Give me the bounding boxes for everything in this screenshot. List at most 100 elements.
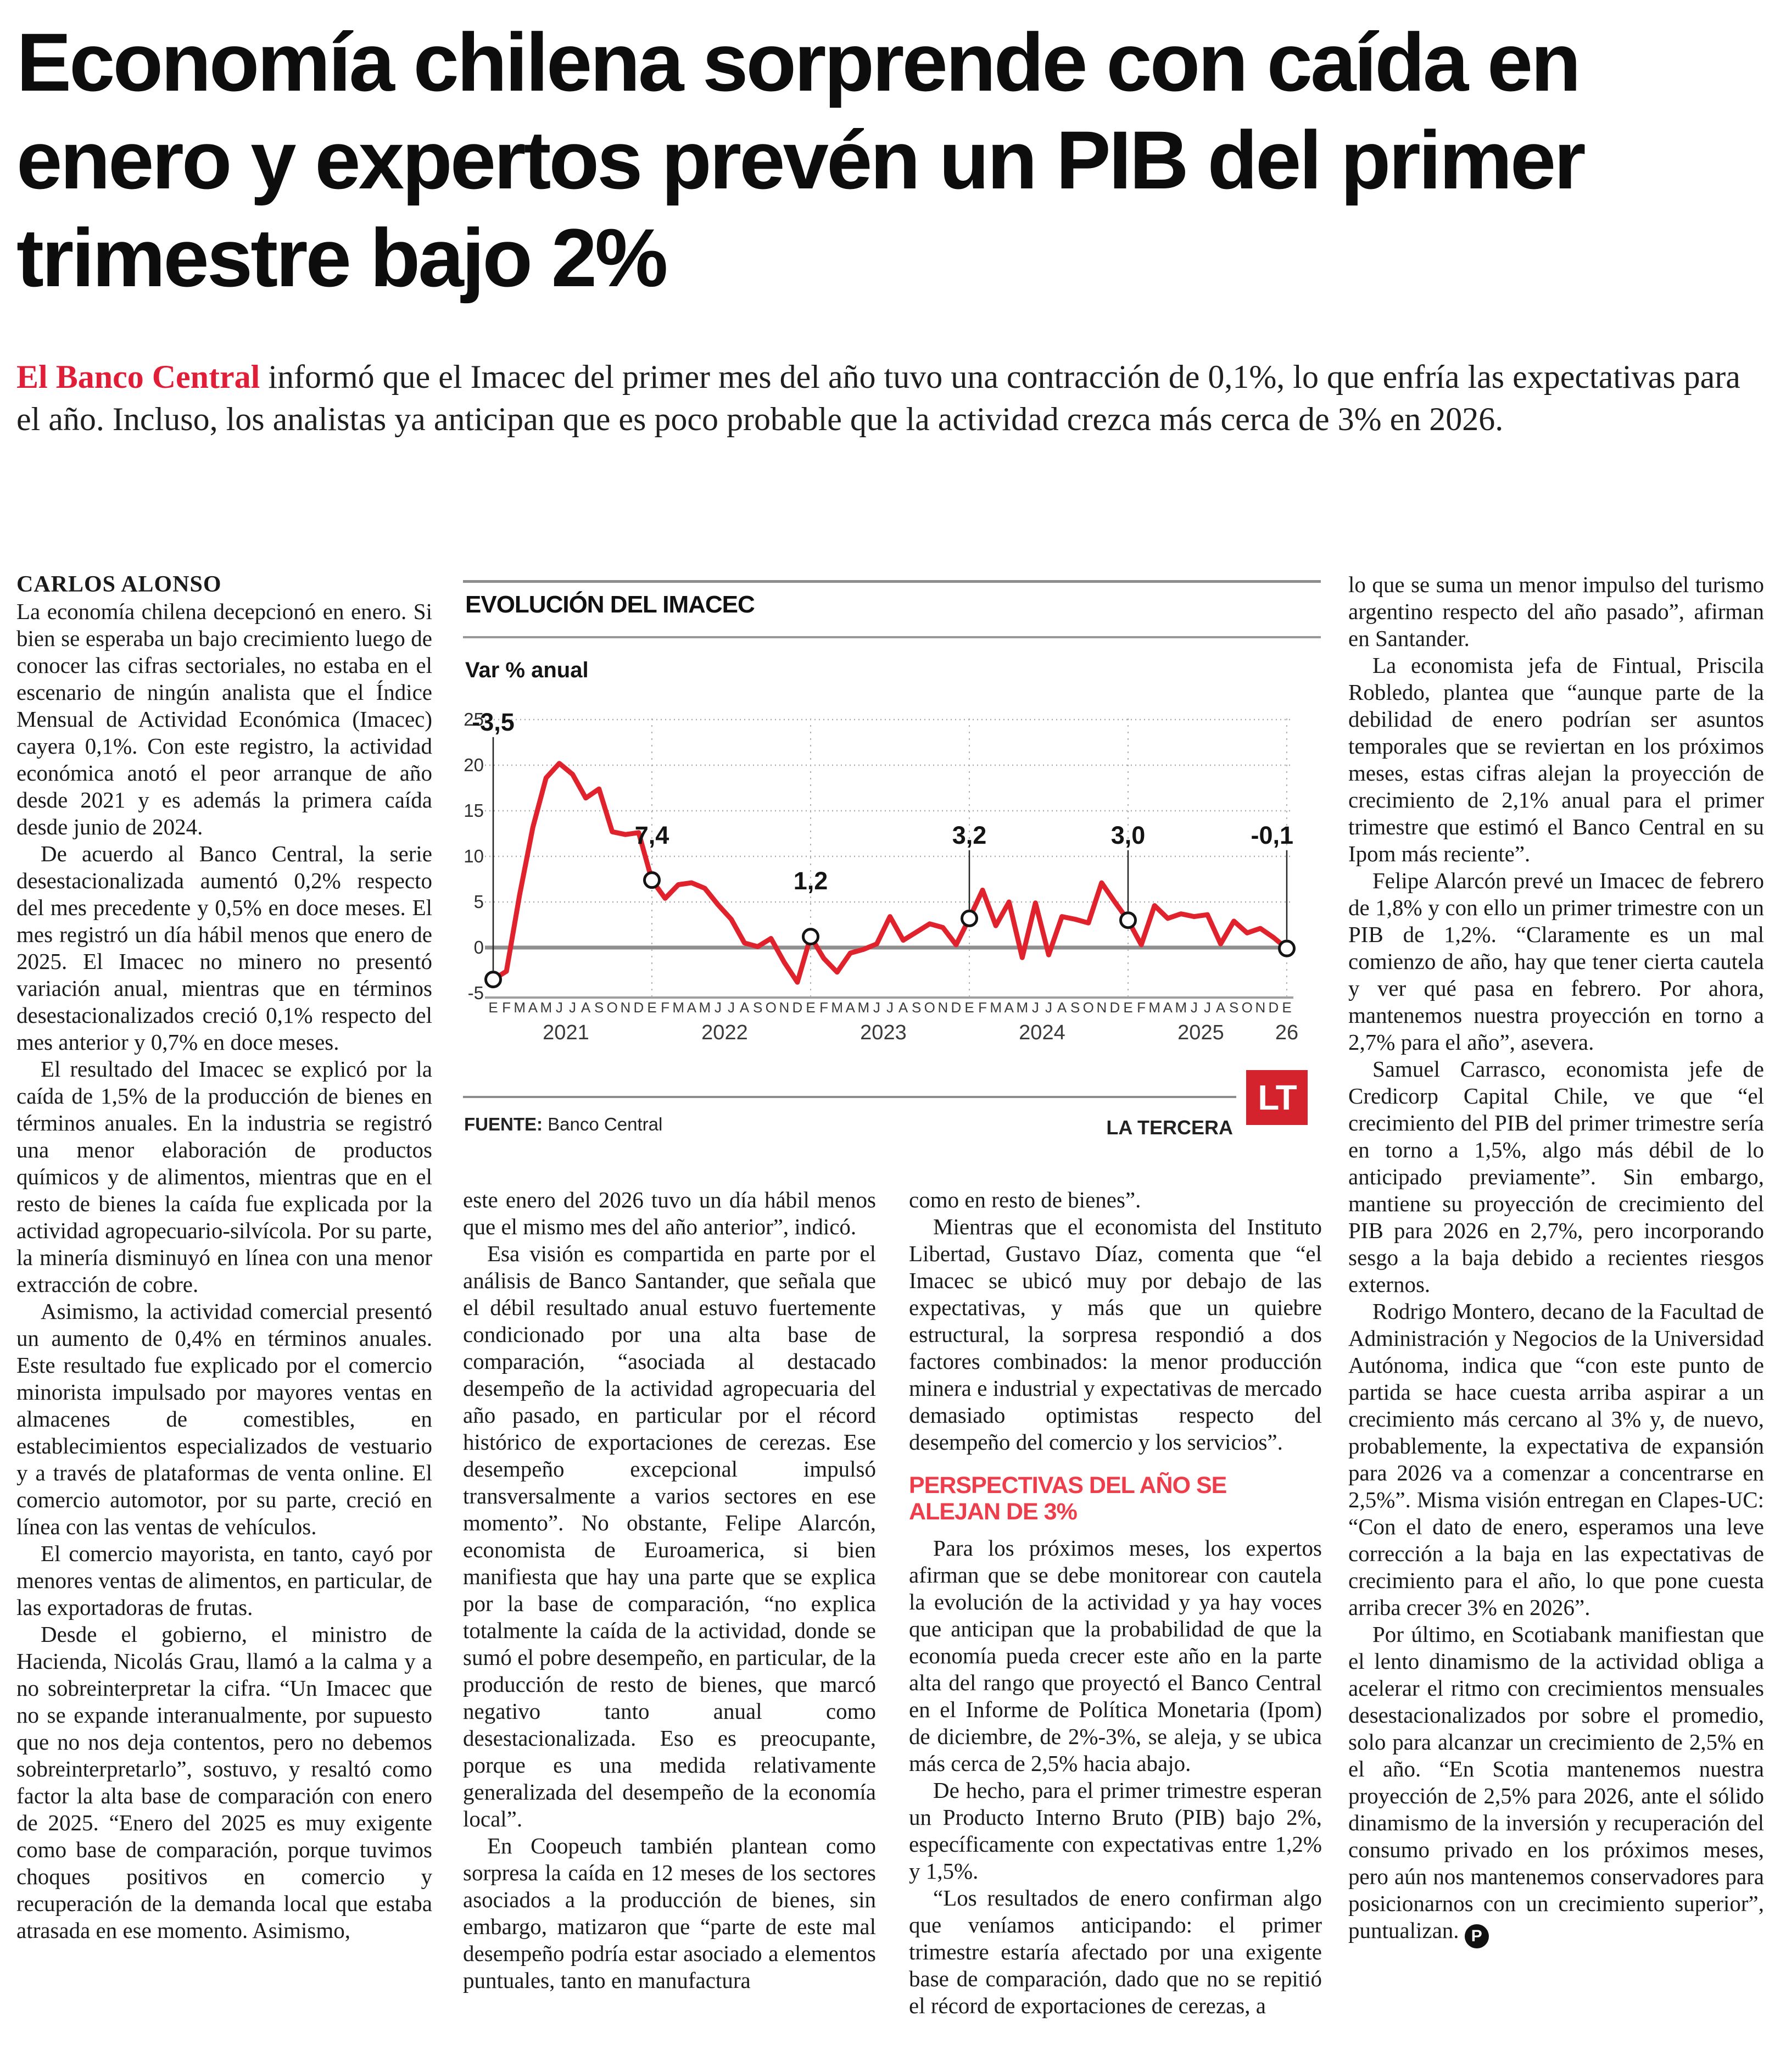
svg-text:E: E (488, 999, 498, 1016)
lede-text: informó que el Imacec del primer mes del… (16, 359, 1740, 437)
svg-text:E: E (964, 999, 974, 1016)
svg-text:E: E (1282, 999, 1291, 1016)
paragraph: La economía chilena decepcionó en enero.… (16, 599, 432, 839)
svg-text:F: F (661, 999, 669, 1016)
svg-text:F: F (819, 999, 828, 1016)
svg-text:S: S (753, 999, 762, 1016)
svg-text:J: J (728, 999, 735, 1016)
chart-source-rule (463, 1096, 1236, 1098)
svg-text:E: E (806, 999, 815, 1016)
svg-text:J: J (1032, 999, 1039, 1016)
svg-text:D: D (1110, 999, 1120, 1016)
svg-text:E: E (647, 999, 656, 1016)
svg-text:A: A (1216, 999, 1226, 1016)
chart-credit: LA TERCERA (1106, 1116, 1233, 1139)
svg-text:A: A (687, 999, 697, 1016)
lede-highlight: El Banco Central (16, 359, 260, 395)
headline: Economía chilena sorprende con caída en … (16, 16, 1586, 304)
svg-text:A: A (1004, 999, 1014, 1016)
svg-text:N: N (779, 999, 789, 1016)
svg-text:2023: 2023 (860, 1021, 907, 1044)
svg-text:2024: 2024 (1019, 1021, 1065, 1044)
svg-text:M: M (1148, 999, 1160, 1016)
lede: El Banco Central informó que el Imacec d… (16, 356, 1752, 441)
svg-text:5: 5 (474, 892, 484, 912)
svg-text:N: N (1255, 999, 1265, 1016)
svg-text:E: E (1123, 999, 1132, 1016)
svg-text:O: O (766, 999, 777, 1016)
svg-text:S: S (1229, 999, 1238, 1016)
paragraph: El comercio mayorista, en tanto, cayó po… (16, 1541, 432, 1620)
paragraph: Rodrigo Montero, decano de la Facultad d… (1348, 1299, 1764, 1620)
la-tercera-logo: LT (1246, 1070, 1308, 1125)
svg-text:25: 25 (464, 709, 484, 729)
paragraph: este enero del 2026 tuvo un día hábil me… (463, 1187, 876, 1239)
svg-text:-3,5: -3,5 (472, 708, 515, 736)
svg-text:J: J (569, 999, 576, 1016)
svg-text:26: 26 (1275, 1021, 1298, 1044)
paragraph: Esa visión es compartida en parte por el… (463, 1241, 876, 1831)
byline: CARLOS ALONSO (16, 572, 222, 597)
paragraph: Desde el gobierno, el ministro de Hacien… (16, 1622, 432, 1943)
paragraph: Para los próximos meses, los expertos af… (909, 1535, 1322, 1776)
svg-text:A: A (1163, 999, 1173, 1016)
svg-text:F: F (502, 999, 511, 1016)
article-end-mark: P (1464, 1924, 1489, 1948)
svg-text:M: M (540, 999, 552, 1016)
svg-text:15: 15 (464, 800, 484, 821)
paragraph: La economista jefa de Fintual, Priscila … (1348, 653, 1764, 866)
svg-text:J: J (1045, 999, 1052, 1016)
svg-text:A: A (898, 999, 908, 1016)
svg-text:7,4: 7,4 (635, 821, 669, 849)
imacec-chart-block: EVOLUCIÓN DEL IMACEC Var % anual 25 20 15 1… (463, 571, 1321, 1180)
svg-text:-5: -5 (468, 983, 484, 1003)
svg-text:N: N (620, 999, 630, 1016)
svg-text:A: A (528, 999, 538, 1016)
article-column-3: como en resto de bienes”. Mientras que e… (909, 1187, 1322, 2061)
svg-text:J: J (556, 999, 563, 1016)
svg-text:-0,1: -0,1 (1251, 821, 1293, 849)
chart-source-value: Banco Central (543, 1114, 663, 1134)
svg-text:2025: 2025 (1177, 1021, 1224, 1044)
chart-source-label: FUENTE: (464, 1114, 543, 1134)
svg-text:A: A (740, 999, 750, 1016)
chart-top-rule (463, 580, 1321, 583)
article-column-4: lo que se suma un menor impulso del turi… (1348, 571, 1764, 2061)
paragraph: De acuerdo al Banco Central, la serie de… (16, 841, 432, 1055)
paragraph: como en resto de bienes”. (909, 1187, 1141, 1212)
paragraph: “Los resultados de enero confirman algo … (909, 1885, 1322, 2018)
svg-text:N: N (1096, 999, 1107, 1016)
svg-text:J: J (1191, 999, 1198, 1016)
svg-text:1,2: 1,2 (794, 867, 828, 895)
svg-text:M: M (1175, 999, 1187, 1016)
paragraph: En Coopeuch también plantean como sorpre… (463, 1833, 876, 1993)
section-subhead: PERSPECTIVAS DEL AÑO SE ALEJAN DE 3% (909, 1472, 1227, 1525)
svg-text:F: F (1137, 999, 1146, 1016)
paragraph: Mientras que el economista del Instituto… (909, 1214, 1322, 1455)
svg-text:J: J (873, 999, 880, 1016)
article-column-1: CARLOS ALONSO La economía chilena decepc… (16, 571, 432, 2061)
svg-text:O: O (607, 999, 618, 1016)
svg-text:S: S (594, 999, 604, 1016)
svg-text:S: S (1070, 999, 1080, 1016)
svg-text:A: A (1057, 999, 1067, 1016)
svg-text:N: N (937, 999, 948, 1016)
svg-text:F: F (978, 999, 987, 1016)
svg-text:0: 0 (474, 937, 484, 957)
svg-text:D: D (1269, 999, 1279, 1016)
svg-text:20: 20 (464, 755, 484, 775)
paragraph: Felipe Alarcón prevé un Imacec de febrer… (1348, 868, 1764, 1055)
svg-text:2021: 2021 (543, 1021, 589, 1044)
svg-text:O: O (924, 999, 935, 1016)
svg-text:O: O (1242, 999, 1253, 1016)
svg-text:J: J (1204, 999, 1211, 1016)
svg-text:3,2: 3,2 (952, 821, 987, 849)
svg-text:D: D (951, 999, 962, 1016)
svg-text:A: A (846, 999, 856, 1016)
svg-text:S: S (912, 999, 921, 1016)
svg-text:10: 10 (464, 846, 484, 866)
svg-text:M: M (699, 999, 711, 1016)
article-column-2: este enero del 2026 tuvo un día hábil me… (463, 1187, 876, 2061)
